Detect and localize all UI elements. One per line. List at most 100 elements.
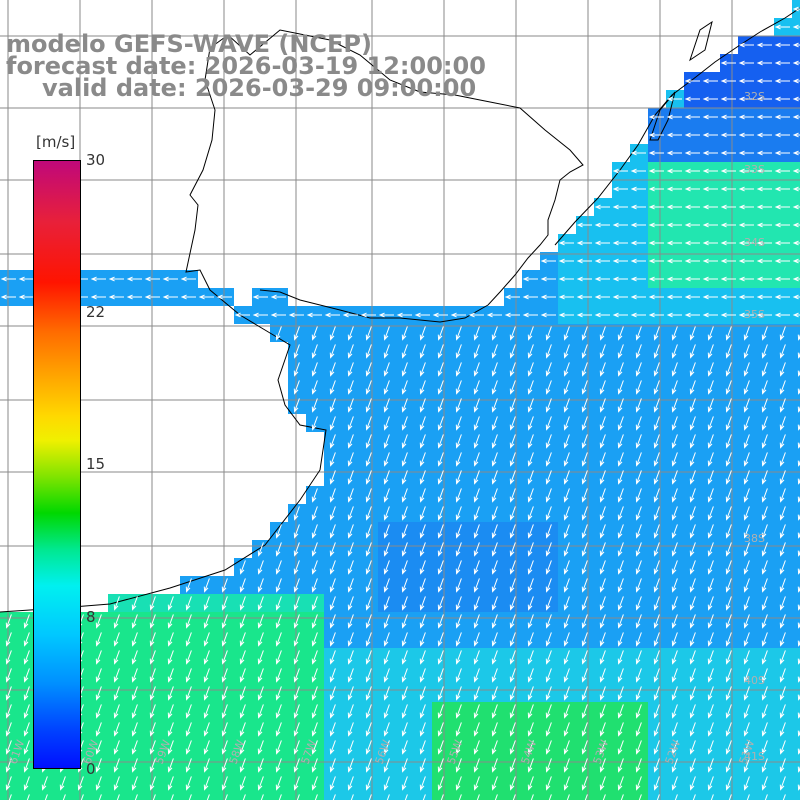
wind-arrow	[725, 542, 732, 557]
wind-cell	[108, 792, 126, 800]
wind-arrow	[707, 362, 714, 377]
wind-arrow	[383, 434, 390, 449]
wind-cell	[54, 792, 72, 800]
wind-arrow	[779, 380, 786, 395]
wind-arrow	[756, 60, 772, 66]
wind-arrow	[702, 168, 718, 174]
wind-arrow	[437, 740, 444, 755]
wind-arrow	[342, 312, 358, 318]
wind-arrow	[774, 60, 790, 66]
wind-arrow	[347, 326, 354, 341]
wind-arrow	[558, 312, 574, 318]
wind-arrow	[635, 614, 642, 629]
wind-arrow	[473, 758, 480, 773]
wind-arrow	[527, 758, 534, 773]
wind-arrow	[113, 686, 120, 701]
wind-arrow	[203, 704, 210, 719]
wind-arrow	[509, 578, 516, 593]
lat-label: 40S	[744, 674, 765, 687]
wind-arrow	[630, 186, 646, 192]
wind-arrow	[504, 312, 520, 318]
wind-arrow	[95, 614, 102, 629]
wind-arrow	[581, 470, 588, 485]
wind-arrow	[761, 470, 768, 485]
wind-cell	[774, 792, 792, 800]
wind-arrow	[257, 614, 264, 629]
wind-arrow	[743, 704, 750, 719]
wind-arrow	[491, 596, 498, 611]
wind-cell	[324, 792, 342, 800]
wind-arrow	[599, 776, 606, 791]
wind-arrow	[80, 794, 84, 800]
wind-arrow	[545, 758, 552, 773]
wind-arrow	[455, 776, 462, 791]
wind-arrow	[779, 326, 786, 341]
wind-arrow	[144, 294, 160, 300]
wind-arrow	[365, 326, 372, 341]
wind-arrow	[455, 434, 462, 449]
wind-cell	[162, 792, 180, 800]
wind-arrow	[378, 312, 394, 318]
wind-arrow	[653, 614, 660, 629]
wind-arrow	[563, 362, 570, 377]
wind-arrow	[347, 758, 354, 773]
wind-arrow	[684, 96, 700, 102]
wind-arrow	[239, 614, 246, 629]
wind-arrow	[455, 326, 462, 341]
wind-arrow	[563, 542, 570, 557]
wind-arrow	[792, 42, 800, 48]
wind-arrow	[131, 614, 138, 629]
wind-arrow	[545, 578, 552, 593]
wind-arrow	[239, 632, 246, 647]
wind-arrow	[725, 704, 732, 719]
wind-cell	[792, 558, 800, 576]
wind-arrow	[113, 668, 120, 683]
wind-arrow	[707, 614, 714, 629]
wind-arrow	[509, 506, 516, 521]
wind-arrow	[419, 416, 426, 431]
wind-arrow	[566, 794, 570, 800]
wind-arrow	[648, 222, 664, 228]
wind-arrow	[491, 776, 498, 791]
wind-arrow	[725, 614, 732, 629]
wind-arrow	[581, 560, 588, 575]
wind-arrow	[221, 578, 228, 593]
wind-arrow	[167, 740, 174, 755]
wind-arrow	[653, 452, 660, 467]
wind-arrow	[792, 24, 800, 30]
wind-arrow	[671, 614, 678, 629]
wind-arrow	[702, 222, 718, 228]
wind-arrow	[617, 452, 624, 467]
wind-arrow	[311, 506, 318, 521]
wind-arrow	[275, 578, 282, 593]
wind-arrow	[648, 150, 664, 156]
wind-arrow	[702, 186, 718, 192]
wind-cell	[72, 792, 90, 800]
wind-arrow	[648, 258, 664, 264]
wind-arrow	[5, 632, 12, 647]
wind-cell	[432, 792, 450, 800]
wind-arrow	[635, 704, 642, 719]
wind-arrow	[293, 578, 300, 593]
wind-arrow	[527, 776, 534, 791]
wind-arrow	[293, 722, 300, 737]
wind-arrow	[473, 722, 480, 737]
wind-arrow	[797, 496, 800, 503]
wind-arrow	[725, 686, 732, 701]
wind-arrow	[738, 60, 754, 66]
wind-arrow	[221, 704, 228, 719]
wind-arrow	[257, 704, 264, 719]
wind-arrow	[509, 362, 516, 377]
wind-arrow	[167, 704, 174, 719]
wind-arrow	[401, 542, 408, 557]
wind-arrow	[563, 578, 570, 593]
wind-arrow	[419, 542, 426, 557]
wind-arrow	[563, 704, 570, 719]
wind-arrow	[185, 740, 192, 755]
wind-arrow	[738, 240, 754, 246]
wind-arrow	[131, 596, 138, 611]
forecast-date: forecast date: 2026-03-19 12:00:00	[6, 52, 486, 80]
wind-arrow	[797, 730, 800, 737]
wind-arrow	[779, 398, 786, 413]
wind-arrow	[653, 416, 660, 431]
